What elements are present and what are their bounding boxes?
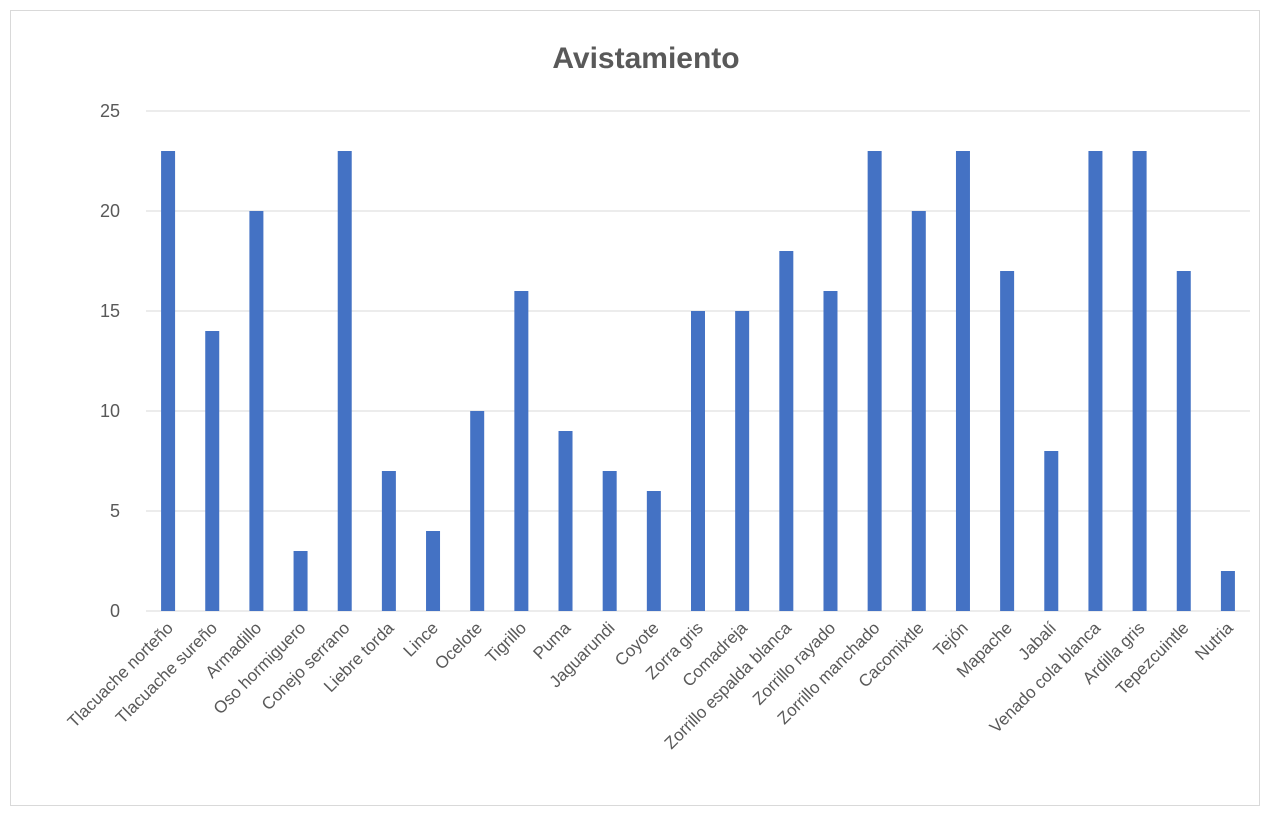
bar [558, 431, 573, 611]
chart-title: Avistamiento [552, 42, 739, 75]
bar [646, 491, 661, 611]
bar [602, 471, 617, 611]
bar [205, 331, 220, 611]
bars [161, 151, 1235, 611]
bar [955, 151, 970, 611]
bar [470, 411, 485, 611]
y-tick-label: 15 [100, 301, 120, 321]
bar [911, 211, 926, 611]
y-tick-label: 10 [100, 401, 120, 421]
x-category-label: Nutria [1191, 618, 1237, 664]
bar [1132, 151, 1147, 611]
bar [691, 311, 705, 611]
bar [1088, 151, 1103, 611]
bar [1044, 451, 1059, 611]
bar [779, 251, 794, 611]
x-category-label: Ocelote [431, 618, 486, 673]
bar [514, 291, 529, 611]
y-axis-ticks: 0 5 10 15 20 25 [100, 101, 120, 621]
bar [867, 151, 882, 611]
bar [381, 471, 396, 611]
bar [1000, 271, 1015, 611]
y-tick-label: 0 [110, 601, 120, 621]
bar [735, 311, 750, 611]
bar [1220, 571, 1235, 611]
gridlines [146, 110, 1250, 612]
bar [337, 151, 352, 611]
bar [249, 211, 264, 611]
bar [823, 291, 838, 611]
bar [293, 551, 308, 611]
y-tick-label: 20 [100, 201, 120, 221]
bar [1176, 271, 1191, 611]
x-category-label: Tigrillo [482, 618, 530, 666]
bar [161, 151, 176, 611]
y-tick-label: 5 [110, 501, 120, 521]
y-tick-label: 25 [100, 101, 120, 121]
bar [426, 531, 441, 611]
